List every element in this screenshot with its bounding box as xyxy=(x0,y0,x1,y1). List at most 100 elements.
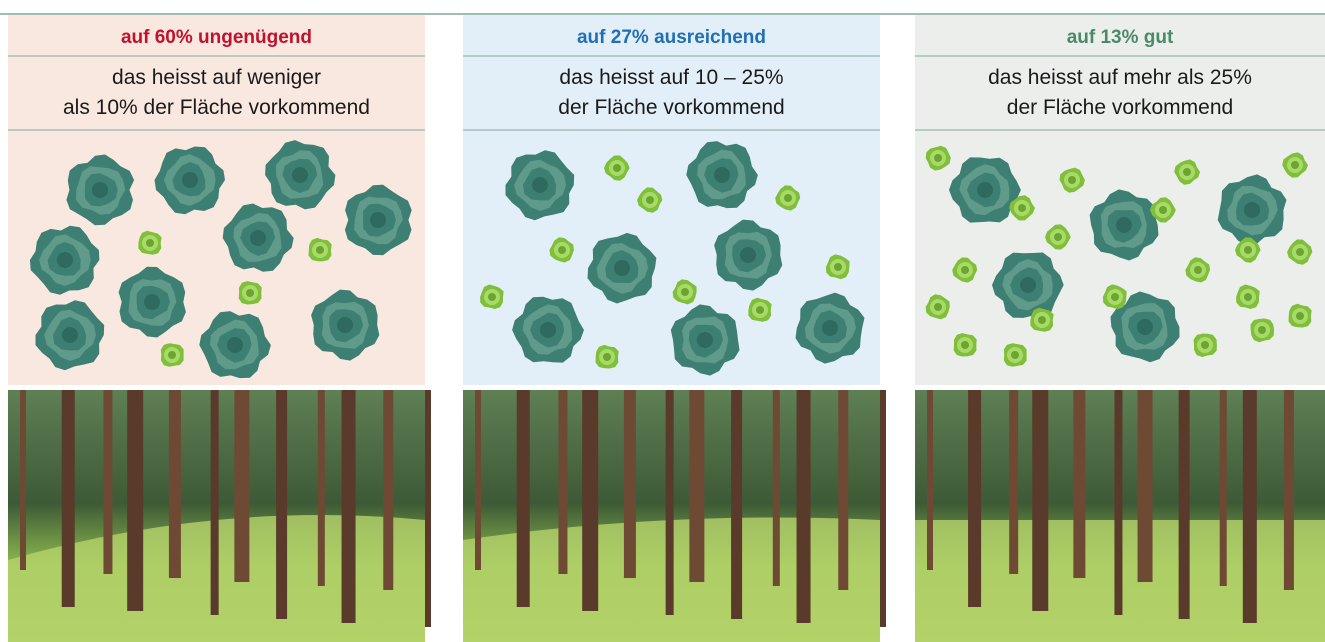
tree-trunk xyxy=(211,390,219,615)
plant-core xyxy=(834,263,842,271)
tree-trunk xyxy=(1243,390,1257,623)
plant-core xyxy=(370,212,386,228)
panel-heading: auf 60% ungenügend xyxy=(121,27,312,48)
plant-core xyxy=(1018,204,1026,212)
small-plant xyxy=(1004,343,1027,366)
tree-trunk xyxy=(1284,390,1294,590)
plant-core xyxy=(532,177,548,193)
plant-core xyxy=(1244,202,1260,218)
plant-core xyxy=(1020,277,1036,293)
plant-core xyxy=(977,182,993,198)
tree-trunk xyxy=(1114,390,1122,615)
plant-core xyxy=(1116,217,1132,233)
small-plant xyxy=(1030,308,1053,332)
tree-trunk xyxy=(103,390,112,574)
tree-trunk xyxy=(558,390,567,574)
tree-trunk xyxy=(1032,390,1048,611)
plant-core xyxy=(337,317,353,333)
plant-core xyxy=(250,230,266,246)
plant-core xyxy=(1011,351,1019,359)
tree-trunk xyxy=(234,390,249,582)
small-plant xyxy=(1289,304,1312,328)
forest-photo xyxy=(915,390,1325,642)
tree-trunk xyxy=(169,390,181,578)
plant-core xyxy=(540,322,556,338)
plant-core xyxy=(603,353,611,361)
tree-trunk xyxy=(689,390,704,582)
small-plant xyxy=(1251,319,1275,343)
plant-core xyxy=(1296,312,1304,320)
plant-core xyxy=(681,288,689,296)
plant-core xyxy=(714,167,730,183)
tree-trunk xyxy=(880,390,886,627)
tree-trunk xyxy=(666,390,674,615)
tree-trunk xyxy=(1138,390,1153,582)
small-plant xyxy=(954,333,977,356)
tree-trunk xyxy=(838,390,848,590)
plant-core xyxy=(646,196,654,204)
plant-core xyxy=(227,337,243,353)
tree-trunk xyxy=(383,390,393,590)
plant-core xyxy=(57,252,73,268)
tree-trunk xyxy=(624,390,636,578)
plant-core xyxy=(961,266,969,274)
plant-core xyxy=(1296,248,1304,256)
tree-trunk xyxy=(62,390,75,607)
tree-trunk xyxy=(127,390,143,611)
plant-core xyxy=(934,303,942,311)
plant-core xyxy=(246,289,254,297)
small-plant xyxy=(1194,334,1217,357)
tree-trunk xyxy=(276,390,287,619)
plant-core xyxy=(756,306,764,314)
tree-trunk xyxy=(797,390,811,623)
small-plant xyxy=(309,238,332,262)
infographic: auf 60% ungenügend das heisst auf weniger… xyxy=(0,0,1325,642)
panel-heading: auf 13% gut xyxy=(1067,27,1174,48)
small-plant xyxy=(239,281,262,304)
panel-description: das heisst auf 10 – 25% xyxy=(559,66,783,89)
plant-core xyxy=(316,246,324,254)
plant-core xyxy=(182,172,198,188)
plant-core xyxy=(613,164,621,172)
plant-core xyxy=(822,320,838,336)
plant-core xyxy=(1159,206,1167,214)
plant-core xyxy=(558,246,566,254)
tree-trunk xyxy=(968,390,981,607)
tree-trunk xyxy=(342,390,356,623)
tree-trunk xyxy=(1009,390,1018,574)
small-plant xyxy=(161,343,184,367)
plant-core xyxy=(1244,246,1252,254)
plant-core xyxy=(1068,176,1076,184)
plant-core xyxy=(146,239,154,247)
plant-core xyxy=(144,294,160,310)
plant-core xyxy=(1201,341,1209,349)
tree-trunk xyxy=(731,390,742,619)
panel-description: das heisst auf weniger xyxy=(112,66,321,89)
tree-trunk xyxy=(517,390,530,607)
plant-core xyxy=(1183,168,1191,176)
small-plant xyxy=(748,298,771,322)
tree-trunk xyxy=(582,390,598,611)
tree-trunk xyxy=(425,390,431,627)
plant-core xyxy=(488,293,496,301)
plant-core xyxy=(1038,316,1046,324)
plant-core xyxy=(168,351,176,359)
plant-core xyxy=(1194,266,1202,274)
tree-trunk xyxy=(475,390,481,570)
plant-core xyxy=(961,341,969,349)
plant-core xyxy=(1111,293,1119,301)
panel-description: das heisst auf mehr als 25% xyxy=(988,66,1252,89)
plant-core xyxy=(740,247,756,263)
plant-core xyxy=(697,332,713,348)
tree-trunk xyxy=(927,390,933,570)
panel-description: der Fläche vorkommend xyxy=(558,96,784,119)
tree-trunk xyxy=(773,390,780,586)
tree-trunk xyxy=(1220,390,1227,586)
plant-core xyxy=(934,154,942,162)
panel-heading: auf 27% ausreichend xyxy=(577,27,766,48)
plant-core xyxy=(62,327,78,343)
tree-trunk xyxy=(1073,390,1085,578)
plant-core xyxy=(614,260,630,276)
forest-photo xyxy=(8,390,431,642)
panel-description: der Fläche vorkommend xyxy=(1007,96,1233,119)
